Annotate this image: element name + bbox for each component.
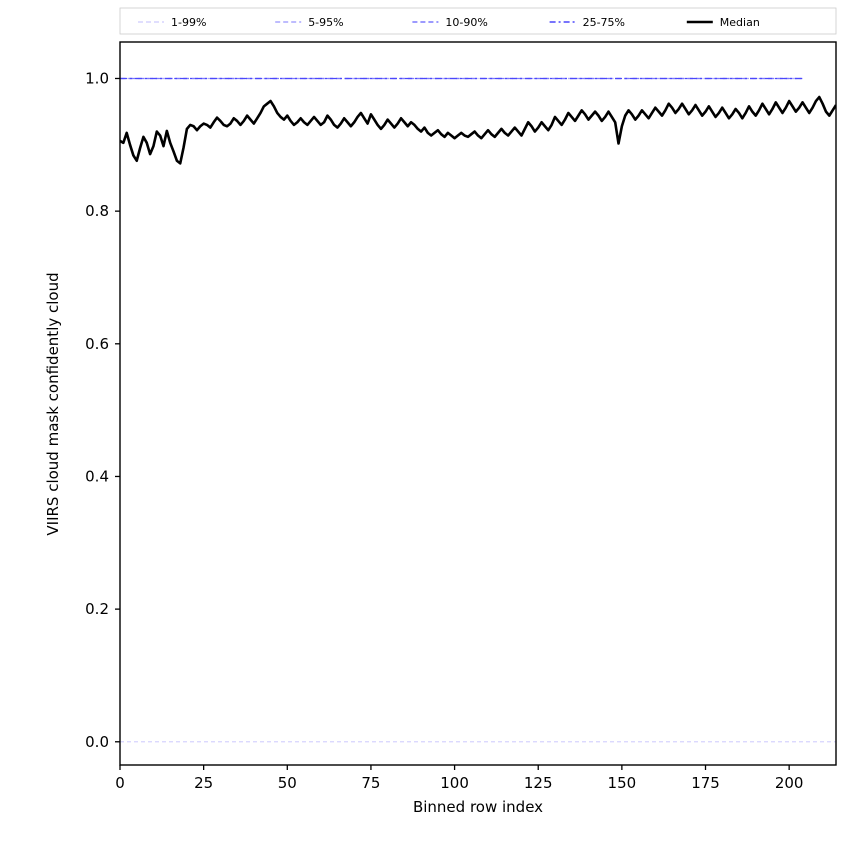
chart-legend: 1-99% 5-95% 10-90% 25-75% Median bbox=[119, 7, 837, 35]
legend-label: 1-99% bbox=[171, 16, 206, 29]
y-tick-label: 0.4 bbox=[85, 467, 109, 485]
median-line bbox=[120, 95, 836, 165]
x-axis-title: Binned row index bbox=[413, 798, 543, 816]
y-tick-label: 0.8 bbox=[85, 202, 109, 220]
plot-background bbox=[120, 42, 836, 765]
y-tick-label: 0.2 bbox=[85, 600, 109, 618]
x-tick-label: 0 bbox=[115, 774, 125, 792]
y-axis-title: VIIRS cloud mask confidently cloud bbox=[44, 272, 62, 535]
legend-label: 5-95% bbox=[308, 16, 343, 29]
x-axis-ticks: 0 25 50 75 100 125 150 175 200 bbox=[115, 765, 803, 792]
axes-frame bbox=[119, 41, 837, 766]
x-tick-label: 50 bbox=[278, 774, 297, 792]
legend-label: Median bbox=[720, 16, 760, 29]
x-tick-label: 175 bbox=[691, 774, 720, 792]
x-tick-label: 75 bbox=[361, 774, 380, 792]
y-tick-label: 0.0 bbox=[85, 733, 109, 751]
legend-label: 10-90% bbox=[445, 16, 487, 29]
x-tick-label: 25 bbox=[194, 774, 213, 792]
legend-box bbox=[119, 7, 837, 35]
legend-label: 25-75% bbox=[583, 16, 625, 29]
y-tick-label: 1.0 bbox=[85, 69, 109, 87]
data-layer bbox=[120, 77, 836, 743]
x-tick-label: 125 bbox=[524, 774, 553, 792]
x-tick-label: 100 bbox=[440, 774, 469, 792]
y-tick-label: 0.6 bbox=[85, 335, 109, 353]
x-tick-label: 200 bbox=[775, 774, 804, 792]
x-tick-label: 150 bbox=[608, 774, 637, 792]
y-axis-ticks: 0.0 0.2 0.4 0.6 0.8 1.0 bbox=[85, 69, 120, 751]
